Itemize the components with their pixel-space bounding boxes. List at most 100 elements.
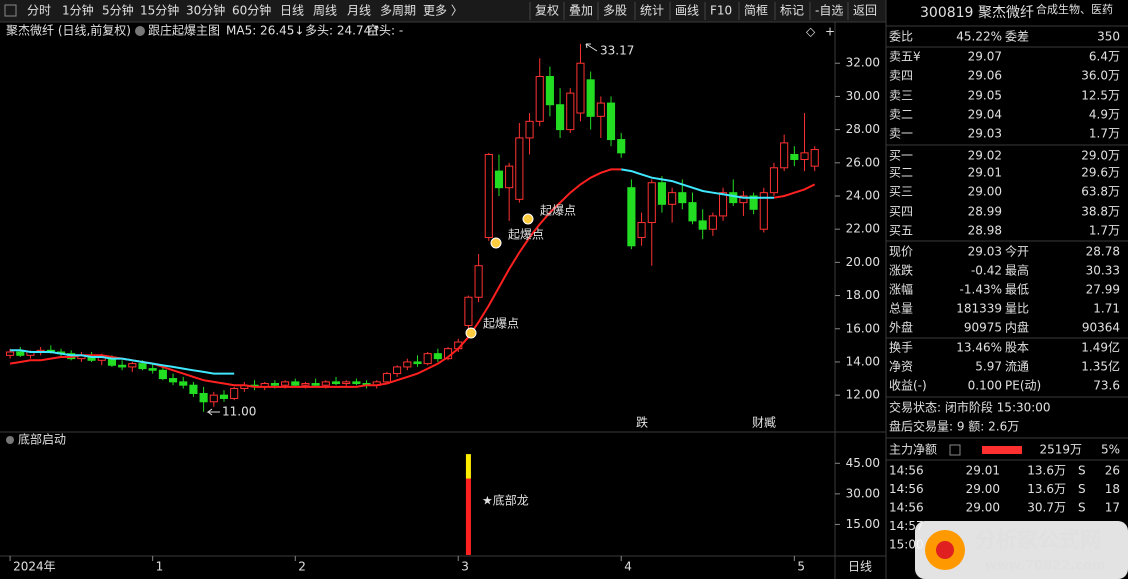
x-tick-label: 4 — [624, 560, 632, 574]
toolbar-button[interactable]: 复权 — [535, 4, 559, 18]
candle-body — [403, 361, 412, 368]
quote-cell: 5.97 — [975, 360, 1002, 374]
period-tab[interactable]: 分时 — [27, 4, 51, 18]
x-tick-label: 2 — [298, 560, 306, 574]
trade-cell: 15:00 — [889, 538, 924, 552]
quote-cell: 收益(-) — [889, 379, 927, 393]
trend-line — [10, 168, 774, 375]
candle-body — [199, 392, 208, 403]
quote-cell: 45.22% — [956, 30, 1002, 44]
candle-body — [647, 182, 656, 224]
quote-cell: 29.02 — [968, 149, 1002, 163]
candle-body — [596, 102, 605, 117]
quote-cell: 总量 — [889, 302, 913, 316]
quote-cell: 买二 — [889, 166, 913, 180]
candle-body — [464, 296, 473, 326]
quote-cell: 29.04 — [968, 108, 1002, 122]
candle-body — [219, 394, 229, 399]
period-tab[interactable]: 周线 — [313, 4, 337, 18]
candle-body — [209, 394, 218, 403]
candle-body — [342, 381, 351, 385]
toolbar-button[interactable]: 标记 — [780, 4, 804, 18]
quote-cell: 流通 — [1005, 360, 1029, 374]
toolbar-button[interactable]: 统计 — [640, 4, 664, 18]
candle-body — [606, 102, 616, 141]
trade-cell: 18 — [1105, 482, 1120, 496]
period-tab[interactable]: 15分钟 — [140, 3, 179, 18]
period-tab[interactable]: 多周期 — [380, 4, 416, 18]
candle-body — [118, 364, 127, 368]
quote-cell: 30.33 — [1086, 264, 1120, 278]
chart-icon[interactable]: + — [825, 25, 835, 39]
menu-icon[interactable] — [4, 4, 17, 17]
period-tab[interactable]: 日线 — [280, 4, 304, 18]
quote-cell: 换手 — [889, 341, 913, 355]
candle-body — [739, 195, 748, 204]
candle-body — [16, 351, 25, 356]
annotation: 跌 — [636, 415, 648, 430]
legend-item: MA5: 26.45↓ — [226, 24, 304, 38]
toolbar-button[interactable]: 返回 — [853, 4, 877, 18]
y-tick-label: 45.00 — [846, 456, 880, 470]
candle-body — [393, 366, 402, 375]
quote-cell: 29.07 — [968, 50, 1002, 64]
period-tab[interactable]: 30分钟 — [186, 3, 225, 18]
y-tick-label: 28.00 — [846, 122, 880, 136]
candle-body — [698, 220, 707, 230]
quote-cell: 买一 — [889, 149, 913, 163]
candle-body — [515, 137, 524, 200]
quote-cell: 90364 — [1082, 321, 1120, 335]
quote-cell: 90975 — [964, 321, 1002, 335]
period-tab[interactable]: 5分钟 — [102, 3, 134, 18]
trade-cell: 29.00 — [966, 482, 1000, 496]
y-tick-label: 22.00 — [846, 222, 880, 236]
quote-cell: 卖三 — [889, 89, 913, 103]
candle-body — [484, 154, 493, 238]
period-tab[interactable]: 月线 — [347, 4, 371, 18]
trade-cell: S — [1078, 464, 1086, 478]
toolbar-button[interactable]: F10 — [710, 4, 732, 18]
signal-icon — [490, 237, 502, 249]
quote-cell: 29.03 — [968, 245, 1002, 259]
watermark-box — [915, 521, 1128, 579]
main-force-icon[interactable] — [949, 444, 961, 456]
toolbar-button[interactable]: -自选 — [815, 4, 843, 18]
quote-cell: 1.7万 — [1089, 127, 1120, 141]
toolbar — [0, 0, 886, 22]
candle-body — [718, 192, 728, 217]
indicator-icon[interactable] — [6, 436, 14, 444]
period-tab[interactable]: 1分钟 — [62, 3, 94, 18]
toolbar-button[interactable]: 画线 — [675, 4, 699, 18]
candle-body — [179, 381, 188, 386]
quote-cell: 现价 — [889, 245, 913, 259]
trade-cell: S — [1078, 501, 1086, 515]
quote-cell: 4.9万 — [1089, 108, 1120, 122]
candle-body — [729, 192, 738, 204]
candle-body — [321, 381, 330, 386]
quote-cell: 29.01 — [968, 166, 1002, 180]
quote-cell: 1.71 — [1093, 302, 1120, 316]
toolbar-button[interactable]: 多股 — [603, 4, 627, 18]
trade-cell: 13.6万 — [1027, 482, 1066, 496]
quote-cell: 净资 — [889, 360, 913, 374]
main-force-label: 主力净额 — [889, 443, 937, 457]
y-tick-label: 26.00 — [846, 155, 880, 169]
candle-body — [311, 383, 320, 386]
trade-cell: 17 — [1105, 501, 1120, 515]
period-tab[interactable]: 60分钟 — [232, 3, 271, 18]
main-force-bar — [982, 446, 1022, 454]
quote-cell: 最高 — [1005, 263, 1029, 278]
candle-body — [413, 361, 422, 365]
quote-cell: 29.06 — [968, 69, 1002, 83]
indicator-icon[interactable] — [135, 26, 145, 36]
candle-body — [525, 120, 534, 139]
candle-body — [790, 154, 799, 160]
candle-body — [138, 363, 147, 370]
toolbar-button[interactable]: 叠加 — [569, 4, 593, 18]
period-tab[interactable]: 更多 〉 — [423, 4, 463, 18]
chart-icon[interactable]: ◇ — [806, 25, 816, 39]
period-label: 日线 — [848, 560, 872, 574]
signal-icon — [465, 327, 477, 339]
toolbar-button[interactable]: 简框 — [744, 4, 768, 18]
quote-cell: 外盘 — [889, 320, 913, 335]
